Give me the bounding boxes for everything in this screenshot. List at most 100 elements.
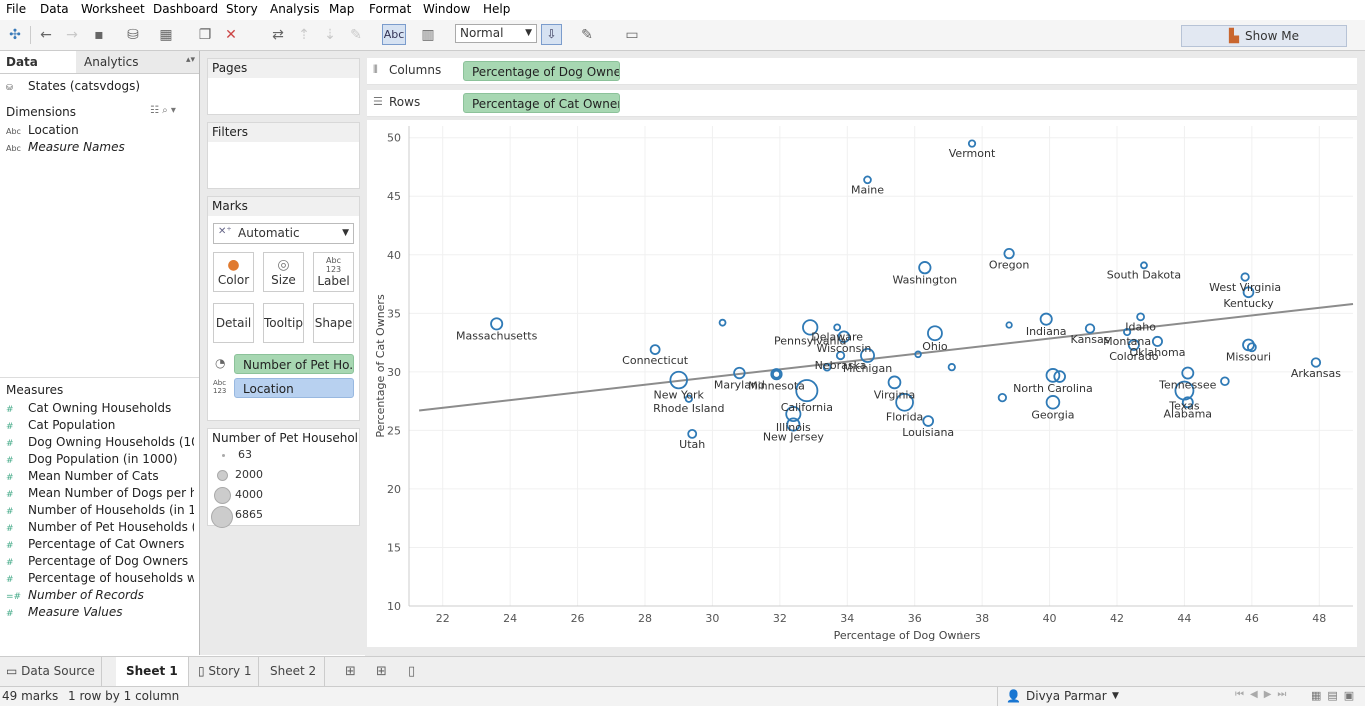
new-worksheet-icon[interactable]: ⊞ [345,664,356,679]
undo-icon[interactable]: ← [40,27,52,43]
scatter-point[interactable] [887,375,902,390]
scatter-point[interactable] [687,428,698,439]
dimension-measure-names[interactable]: Abc Measure Names [6,140,194,154]
annotate-pen-icon[interactable]: ✎ [581,27,593,43]
label-pill[interactable]: Location [234,378,354,398]
scatter-point[interactable] [669,370,688,390]
menu-file[interactable]: File [6,2,27,16]
scatter-point[interactable] [835,350,846,361]
measure-item[interactable]: # Dog Population (in 1000) [6,452,194,466]
tab-sheet-1[interactable]: Sheet 1 [116,657,189,686]
scatter-point[interactable] [860,348,875,363]
scatter-point[interactable] [795,379,819,403]
scatter-point[interactable] [997,392,1008,403]
scatter-point[interactable] [1045,395,1061,410]
tooltip-button[interactable]: Tooltip [263,303,304,343]
mark-type-select[interactable]: ✕⁺ Automatic ▼ [213,223,354,244]
detail-button[interactable]: Detail [213,303,254,343]
measure-item[interactable]: # Percentage of households wit... [6,571,194,585]
menu-dashboard[interactable]: Dashboard [153,2,219,16]
pane-menu-icon[interactable]: ▴▾ [186,55,196,65]
scatter-point[interactable] [1084,323,1096,334]
measure-item[interactable]: # Mean Number of Cats [6,469,194,483]
scatter-point[interactable] [1181,396,1194,409]
shape-button[interactable]: Shape [313,303,354,343]
new-dashboard-icon[interactable]: ⊞ [376,664,387,679]
scatter-chart[interactable]: 22 24 26 28 30 32 34 36 38 40 42 44 46 48 10 15 20 25 30 35… [367,120,1357,647]
redo-icon[interactable]: → [66,27,78,43]
scatter-point[interactable] [1003,247,1015,260]
sort-ascending-icon[interactable]: ⇡ [298,27,310,43]
presentation-icon[interactable]: ▭ [625,27,639,43]
measure-item[interactable]: # Measure Values [6,605,194,619]
measure-item[interactable]: # Dog Owning Households (10... [6,435,194,449]
scatter-point[interactable] [1127,338,1140,351]
scatter-point[interactable] [1045,368,1061,383]
pin-icon[interactable]: ⊥ [956,629,966,642]
tab-analytics[interactable]: Analytics [84,55,139,69]
sort-descending-icon[interactable]: ⇣ [324,27,336,43]
menu-worksheet[interactable]: Worksheet [81,2,145,16]
scatter-point[interactable] [1123,327,1132,337]
y-axis-title[interactable]: Percentage of Cat Owners [374,294,387,438]
scatter-point[interactable] [863,175,872,185]
tab-data[interactable]: Data [0,51,76,73]
tableau-logo-icon[interactable]: ✣ [9,27,21,43]
menu-help[interactable]: Help [483,2,511,16]
scatter-point[interactable] [967,139,977,148]
scatter-point[interactable] [733,366,746,380]
scatter-point[interactable] [1136,312,1145,322]
scatter-point[interactable] [1310,357,1322,368]
scatter-point[interactable] [802,319,819,336]
columns-pill[interactable]: Percentage of Dog Owne.. [463,61,620,81]
color-button[interactable]: ● Color [213,252,254,292]
save-icon[interactable]: ▪ [94,27,104,43]
menu-format[interactable]: Format [369,2,412,16]
show-mark-labels-button[interactable]: Abc [382,24,406,45]
measure-item[interactable]: # Mean Number of Dogs per h... [6,486,194,500]
filters-shelf[interactable]: Filters [207,122,360,189]
dimensions-tools-icon[interactable]: ☷ ⌕ ▾ [150,105,176,116]
measure-item[interactable]: # Cat Owning Households [6,401,194,415]
scatter-point[interactable] [1240,272,1250,282]
scatter-point[interactable] [1151,335,1163,347]
menu-window[interactable]: Window [423,2,471,16]
fix-axes-icon[interactable]: ▥ [421,27,435,43]
scatter-point[interactable] [490,317,504,331]
scatter-point[interactable] [1242,286,1255,299]
scatter-point[interactable] [837,330,851,344]
x-axis-title[interactable]: Percentage of Dog Owners [834,629,981,642]
pages-shelf[interactable]: Pages [207,58,360,115]
measure-item[interactable]: =# Number of Records [6,588,194,602]
measure-item[interactable]: # Number of Households (in 10... [6,503,194,517]
scatter-point[interactable] [718,318,727,327]
label-button[interactable]: Abc 123 Label [313,252,354,292]
fit-select[interactable]: Normal ▼ [455,24,537,43]
new-datasource-icon[interactable]: ⛁ [127,27,139,43]
scatter-point[interactable] [1220,376,1230,386]
scatter-point[interactable] [785,405,802,423]
measure-item[interactable]: # Number of Pet Households (i... [6,520,194,534]
new-story-icon[interactable]: ▯ [408,664,416,679]
menu-data[interactable]: Data [40,2,69,16]
scatter-point[interactable] [772,369,781,379]
scatter-point[interactable] [1174,380,1195,401]
scatter-point[interactable] [833,323,842,332]
menu-map[interactable]: Map [329,2,355,16]
scatter-point[interactable] [1053,370,1066,383]
duplicate-sheet-icon[interactable]: ❐ [198,27,212,43]
measure-item[interactable]: # Percentage of Cat Owners [6,537,194,551]
tab-sheet-2[interactable]: Sheet 2 [262,657,326,686]
scatter-point[interactable] [918,261,932,275]
show-me-button[interactable]: ▙ Show Me [1181,25,1347,47]
menu-story[interactable]: Story [226,2,258,16]
size-pill[interactable]: Number of Pet Ho.. [234,354,354,374]
tab-story-1[interactable]: ▯ Story 1 [192,657,259,686]
size-button[interactable]: ◎ Size [263,252,304,292]
scatter-point[interactable] [1039,312,1053,326]
pin-icon[interactable]: ⇩ [541,24,562,45]
scatter-point[interactable] [922,415,935,427]
sheet-nav-icons[interactable]: ⏮◀▶⏭ [1235,689,1293,700]
scatter-point[interactable] [914,350,922,359]
scatter-point[interactable] [822,362,832,372]
